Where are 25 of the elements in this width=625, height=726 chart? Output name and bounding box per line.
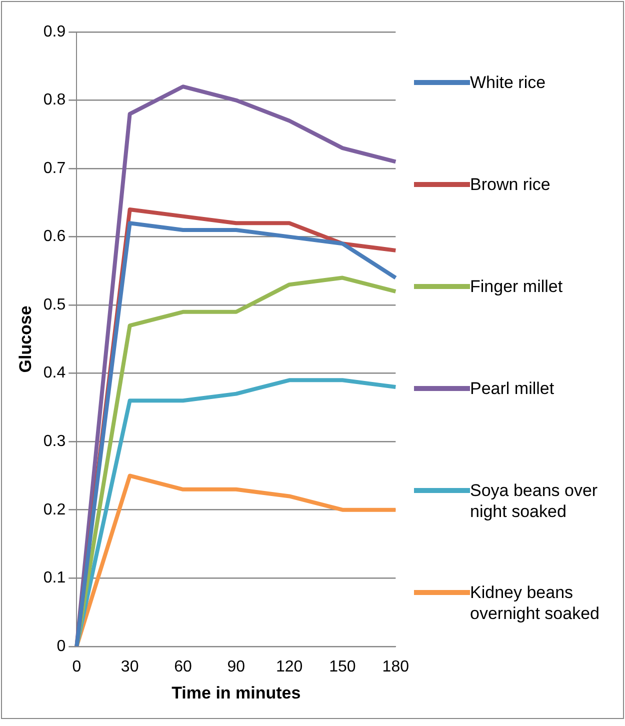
y-tick-label: 0 <box>56 638 66 655</box>
y-tick-label: 0.3 <box>43 433 66 450</box>
x-tick-label: 150 <box>329 658 356 676</box>
legend-label: Soya beans over night soaked <box>470 480 599 522</box>
y-tick-label: 0.1 <box>43 570 66 587</box>
y-tick-label: 0.6 <box>43 228 66 246</box>
x-axis-title: Time in minutes <box>172 683 301 702</box>
legend-label: White rice <box>470 72 547 93</box>
legend-label: Finger millet <box>470 276 564 297</box>
x-tick-label: 30 <box>120 658 139 676</box>
legend-label: Brown rice <box>470 174 552 195</box>
x-tick-label: 120 <box>276 658 303 676</box>
x-tick-label: 180 <box>382 658 410 676</box>
x-tick-label: 60 <box>174 658 192 676</box>
legend-label: Kidney beans overnight soaked <box>470 582 600 624</box>
legend-label: Pearl millet <box>470 378 556 399</box>
y-tick-label: 0.9 <box>43 23 66 40</box>
x-tick-label: 90 <box>227 658 246 676</box>
y-tick-label: 0.5 <box>43 296 66 314</box>
x-tick-label: 0 <box>72 658 82 676</box>
y-tick-label: 0.4 <box>43 364 66 382</box>
y-tick-label: 0.7 <box>43 160 66 177</box>
y-tick-label: 0.8 <box>43 92 66 109</box>
y-tick-label: 0.2 <box>43 501 66 518</box>
y-axis-title: Glucose <box>16 306 35 373</box>
